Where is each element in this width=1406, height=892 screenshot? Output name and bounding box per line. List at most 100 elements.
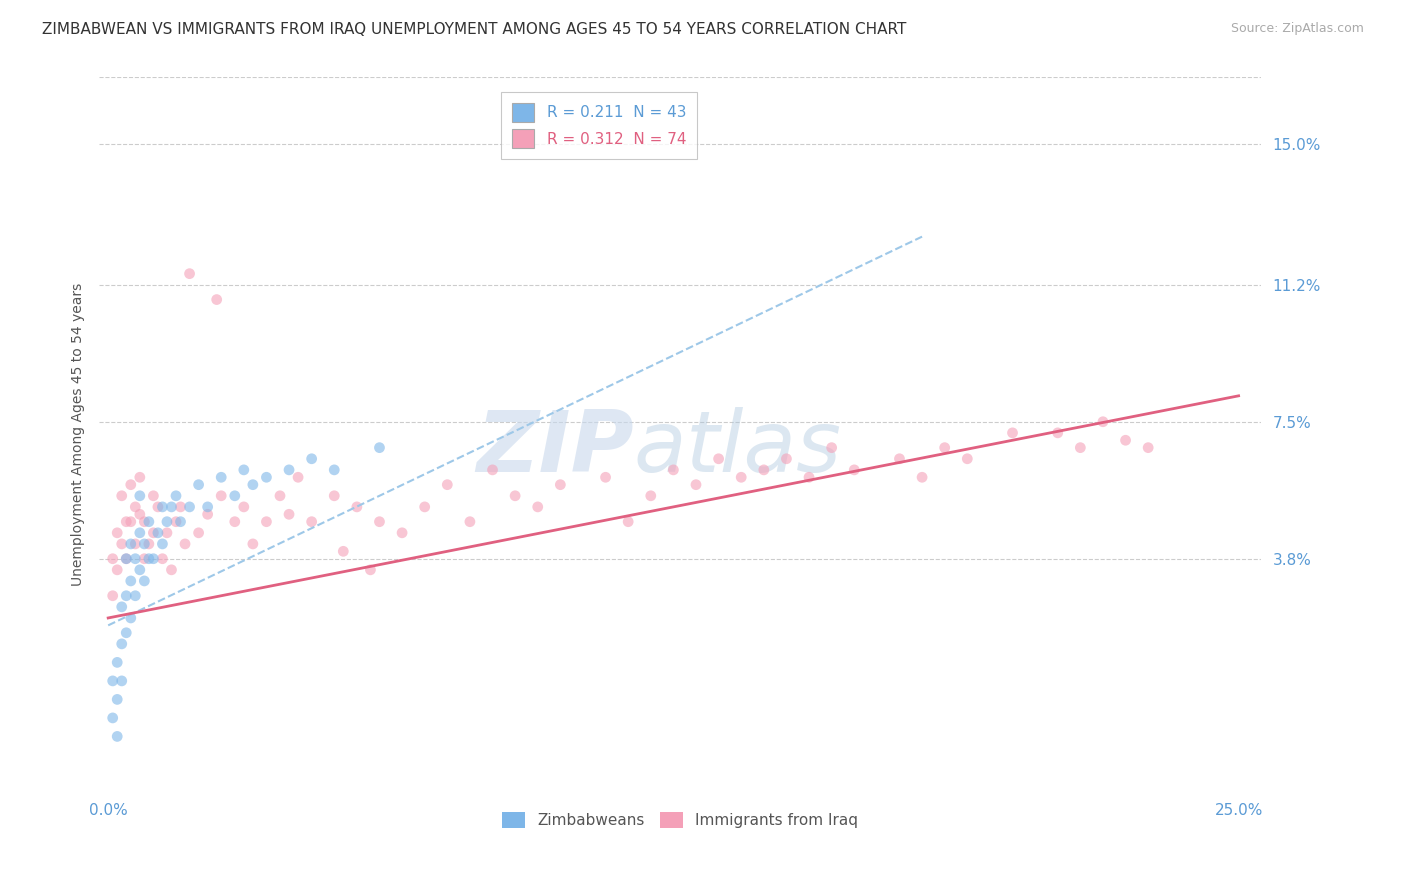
Point <box>197 508 219 522</box>
Point <box>105 692 128 706</box>
Point <box>128 470 150 484</box>
Point <box>138 515 160 529</box>
Point <box>101 673 124 688</box>
Point <box>105 656 128 670</box>
Point <box>134 574 156 588</box>
Point <box>526 500 548 514</box>
Point <box>187 477 209 491</box>
Point <box>911 470 934 484</box>
Point <box>111 673 134 688</box>
Point <box>138 537 160 551</box>
Point <box>391 525 413 540</box>
Point <box>134 515 156 529</box>
Point <box>278 508 301 522</box>
Point <box>134 537 156 551</box>
Point <box>169 500 191 514</box>
Point <box>332 544 354 558</box>
Point <box>205 293 228 307</box>
Point <box>105 730 128 744</box>
Point <box>242 477 264 491</box>
Point <box>1137 441 1160 455</box>
Point <box>120 477 142 491</box>
Point <box>101 551 124 566</box>
Point <box>105 525 128 540</box>
Point <box>115 551 138 566</box>
Point <box>752 463 775 477</box>
Point <box>1001 425 1024 440</box>
Point <box>617 515 640 529</box>
Point <box>242 537 264 551</box>
Point <box>209 470 232 484</box>
Point <box>346 500 368 514</box>
Point <box>197 500 219 514</box>
Point <box>254 515 277 529</box>
Point <box>138 551 160 566</box>
Text: ZIMBABWEAN VS IMMIGRANTS FROM IRAQ UNEMPLOYMENT AMONG AGES 45 TO 54 YEARS CORREL: ZIMBABWEAN VS IMMIGRANTS FROM IRAQ UNEMP… <box>42 22 907 37</box>
Point <box>128 489 150 503</box>
Point <box>209 489 232 503</box>
Point <box>124 551 146 566</box>
Point <box>413 500 436 514</box>
Point <box>156 525 179 540</box>
Point <box>160 500 183 514</box>
Point <box>160 563 183 577</box>
Point <box>821 441 844 455</box>
Point <box>128 508 150 522</box>
Point <box>550 477 572 491</box>
Point <box>934 441 956 455</box>
Point <box>120 611 142 625</box>
Point <box>124 537 146 551</box>
Point <box>287 470 309 484</box>
Point <box>128 563 150 577</box>
Point <box>152 551 174 566</box>
Point <box>323 489 346 503</box>
Point <box>101 589 124 603</box>
Point <box>436 477 458 491</box>
Point <box>956 451 979 466</box>
Point <box>179 500 201 514</box>
Point <box>179 267 201 281</box>
Legend: Zimbabweans, Immigrants from Iraq: Zimbabweans, Immigrants from Iraq <box>496 806 865 834</box>
Point <box>152 500 174 514</box>
Point <box>662 463 685 477</box>
Point <box>115 625 138 640</box>
Point <box>368 515 391 529</box>
Point <box>105 563 128 577</box>
Point <box>187 525 209 540</box>
Point <box>458 515 481 529</box>
Point <box>224 515 246 529</box>
Point <box>595 470 617 484</box>
Point <box>1091 415 1114 429</box>
Point <box>156 515 179 529</box>
Point <box>111 599 134 614</box>
Text: Source: ZipAtlas.com: Source: ZipAtlas.com <box>1230 22 1364 36</box>
Y-axis label: Unemployment Among Ages 45 to 54 years: Unemployment Among Ages 45 to 54 years <box>72 283 86 586</box>
Point <box>1115 434 1137 448</box>
Point <box>142 525 165 540</box>
Point <box>685 477 707 491</box>
Point <box>174 537 197 551</box>
Point <box>152 537 174 551</box>
Point <box>889 451 911 466</box>
Point <box>111 489 134 503</box>
Point <box>368 441 391 455</box>
Point <box>115 551 138 566</box>
Point <box>224 489 246 503</box>
Point <box>640 489 662 503</box>
Point <box>146 500 169 514</box>
Point <box>269 489 291 503</box>
Point <box>730 470 752 484</box>
Text: ZIP: ZIP <box>477 408 634 491</box>
Point <box>797 470 820 484</box>
Point <box>481 463 503 477</box>
Point <box>165 515 187 529</box>
Point <box>707 451 730 466</box>
Point <box>111 637 134 651</box>
Point <box>232 500 254 514</box>
Point <box>142 489 165 503</box>
Point <box>301 515 323 529</box>
Point <box>278 463 301 477</box>
Point <box>844 463 866 477</box>
Point <box>359 563 381 577</box>
Point <box>503 489 526 503</box>
